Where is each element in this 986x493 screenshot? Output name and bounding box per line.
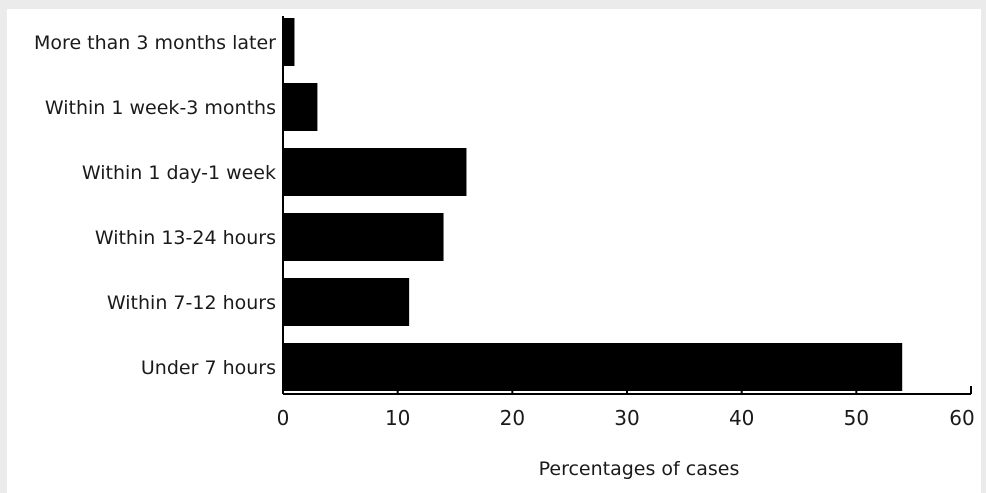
x-tick-label: 0 xyxy=(277,406,290,430)
bar-4 xyxy=(283,278,410,326)
x-axis-title: Percentages of cases xyxy=(539,458,740,480)
x-axis: 0 10 20 30 40 50 60 xyxy=(277,386,975,430)
category-label: Within 13-24 hours xyxy=(95,227,276,249)
x-tick-label: 20 xyxy=(500,406,525,430)
chart-panel xyxy=(7,9,981,493)
bar-3 xyxy=(283,213,444,261)
x-tick-label: 10 xyxy=(385,406,410,430)
x-tick-label: 40 xyxy=(729,406,754,430)
x-tick-label: 60 xyxy=(949,406,974,430)
category-label: Under 7 hours xyxy=(141,357,276,379)
category-label: Within 7-12 hours xyxy=(107,292,276,314)
x-tick-label: 50 xyxy=(844,406,869,430)
bars-layer xyxy=(283,18,903,391)
category-labels: More than 3 months later Within 1 week-3 … xyxy=(34,32,276,379)
x-tick-label: 30 xyxy=(614,406,639,430)
bar-5 xyxy=(283,343,903,391)
category-label: Within 1 day-1 week xyxy=(82,162,276,184)
bar-0 xyxy=(283,18,295,66)
category-label: Within 1 week-3 months xyxy=(45,97,276,119)
bar-2 xyxy=(283,148,467,196)
category-label: More than 3 months later xyxy=(34,32,276,54)
bar-1 xyxy=(283,83,318,131)
